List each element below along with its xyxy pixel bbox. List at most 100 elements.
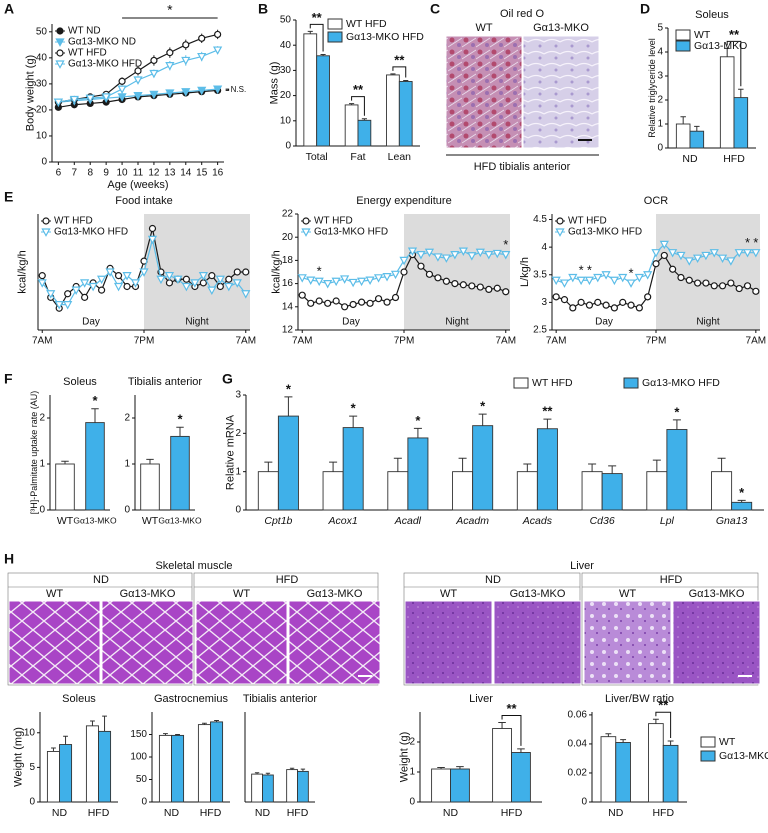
point (593, 273, 603, 283)
x-tick-label: Acads (522, 515, 553, 527)
error-bar (214, 720, 219, 722)
x-tick-label: Gα13-MKO (73, 515, 117, 525)
point (315, 297, 323, 305)
significance: ** (542, 404, 553, 419)
point (165, 89, 175, 98)
point (85, 94, 95, 104)
point (133, 76, 143, 85)
point (399, 256, 409, 266)
bar (262, 774, 274, 803)
error-bar (498, 722, 506, 729)
point (198, 34, 206, 42)
group-label: HFD (660, 574, 683, 586)
bar (386, 74, 400, 147)
panel-letter: H (4, 551, 14, 567)
significance: * (739, 485, 745, 500)
point (601, 271, 611, 280)
point (467, 252, 477, 261)
image-title: Skeletal muscle (155, 560, 232, 572)
point (147, 235, 158, 245)
bar (55, 463, 75, 511)
point (502, 288, 510, 296)
error-bar (456, 766, 464, 769)
point (458, 247, 468, 256)
y-tick-label: 20 (282, 232, 294, 243)
error-bar (307, 30, 313, 34)
legend-swatch (623, 377, 639, 389)
legend-marker (41, 228, 51, 237)
point (181, 56, 191, 66)
error-bar (652, 459, 661, 472)
image-caption: HFD tibialis anterior (474, 161, 571, 173)
y-axis-label: Relative triglyceride level (647, 38, 657, 138)
point (123, 282, 131, 291)
chart-title: Food intake (115, 195, 172, 207)
bar (731, 501, 753, 511)
point (365, 276, 375, 285)
x-tick-label: ND (443, 807, 459, 819)
bar (516, 471, 538, 511)
point (577, 298, 585, 306)
x-tick-label: 7AM (495, 336, 516, 347)
bar (581, 471, 603, 511)
error-bar (413, 427, 422, 438)
y-axis-label: kcal/kg/h (16, 250, 28, 293)
image-label: WT (619, 588, 636, 600)
point (323, 280, 333, 289)
day-label: Day (82, 317, 100, 328)
y-tick-label: 0 (39, 505, 45, 516)
point (417, 262, 425, 270)
point (626, 279, 636, 288)
x-axis-label: Age (weeks) (107, 179, 168, 191)
error-bar (289, 767, 295, 770)
y-tick-label: 3 (541, 297, 547, 308)
point (735, 284, 743, 293)
ns-bracket (225, 88, 230, 91)
point (341, 303, 349, 311)
bar (197, 724, 211, 803)
point (331, 277, 341, 287)
significance: * (503, 237, 508, 252)
bar (511, 752, 531, 803)
x-tick-label: Gα13-MKO (158, 515, 202, 525)
point (207, 286, 217, 295)
point (468, 282, 476, 290)
error-bar (146, 458, 154, 464)
error-bar (458, 457, 467, 472)
x-tick-label: ND (164, 807, 180, 819)
y-tick-label: 50 (280, 15, 292, 26)
significance: ** (658, 698, 669, 713)
point (105, 268, 115, 277)
point (434, 274, 442, 282)
bar (719, 56, 735, 149)
chart-title: Soleus (62, 693, 96, 705)
night-label: Night (185, 317, 209, 328)
point (349, 300, 357, 309)
x-tick-label: 7AM (746, 336, 767, 347)
significance: * (351, 401, 357, 416)
bar (601, 473, 623, 511)
y-axis-label: kcal/kg/h (271, 250, 283, 293)
point (634, 273, 644, 283)
y-tick-label: 18 (282, 255, 294, 266)
legend-swatch (675, 40, 691, 52)
bar (140, 463, 160, 511)
point (710, 282, 718, 290)
error-bar (672, 419, 681, 430)
point (114, 272, 123, 280)
significance-bracket (655, 711, 672, 739)
significance: * (579, 263, 584, 278)
x-tick-label: 9 (103, 168, 109, 179)
error-bar (349, 415, 358, 428)
point (559, 279, 570, 288)
point (485, 285, 493, 293)
legend-swatch (675, 29, 691, 41)
point (165, 62, 175, 71)
point (594, 298, 602, 306)
bar (158, 734, 172, 803)
group-label: ND (93, 574, 109, 586)
y-tick-label: 2 (124, 413, 130, 424)
significance: ** (312, 10, 323, 25)
significance: * (177, 412, 183, 427)
error-bar (264, 461, 273, 472)
